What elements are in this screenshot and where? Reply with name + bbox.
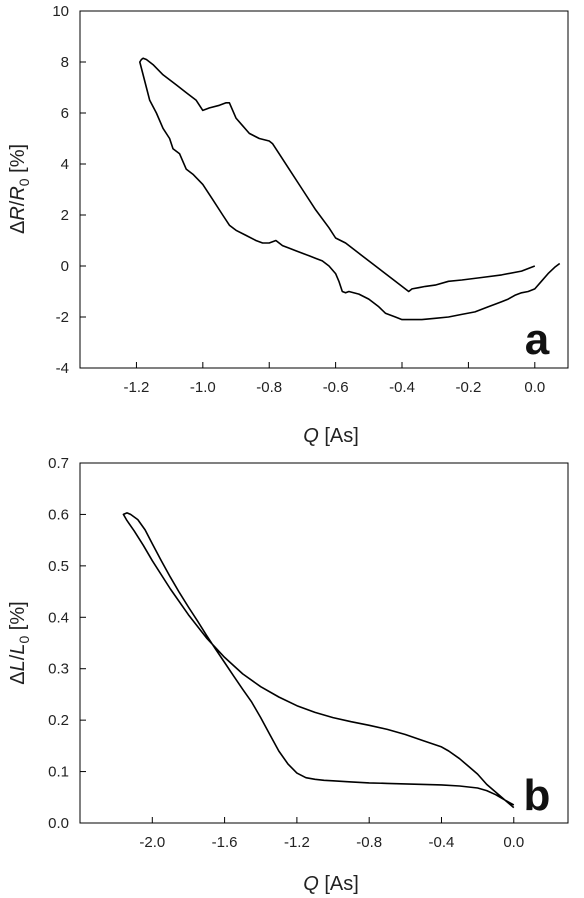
y-tick-label: 4 bbox=[61, 156, 69, 173]
x-tick-label: -0.8 bbox=[256, 379, 282, 396]
y-tick-label: 6 bbox=[61, 105, 69, 122]
chart-panel-b: -2.0 -1.6 -1.2 -0.8 -0.4 0.0 0.00.10.20.30.40… bbox=[7, 455, 569, 895]
y-axis-ticks: -4 -2 0 2 4 6 8 10 bbox=[52, 3, 86, 377]
x-tick-label: -1.2 bbox=[284, 834, 310, 851]
chart-panel-a: -1.2 -1.0 -0.8 -0.6 -0.4 -0.2 0.0 -4-20246810 … bbox=[7, 3, 569, 447]
x-tick-label: -0.4 bbox=[389, 379, 415, 396]
y-tick-label: 0.5 bbox=[48, 558, 69, 575]
y-tick-label: 0.1 bbox=[48, 764, 69, 781]
panel-label: a bbox=[525, 315, 550, 364]
x-tick-label: -2.0 bbox=[139, 834, 165, 851]
y-tick-label: 0.0 bbox=[48, 815, 69, 832]
x-tick-label: 0.0 bbox=[503, 834, 524, 851]
x-tick-label: -1.0 bbox=[190, 379, 216, 396]
plot-frame bbox=[79, 10, 569, 369]
x-tick-label: -0.2 bbox=[455, 379, 481, 396]
y-tick-label: 8 bbox=[61, 54, 69, 71]
data-series bbox=[122, 512, 515, 809]
y-axis-label: ΔR/R0 [%] bbox=[7, 144, 32, 234]
y-tick-label: 0 bbox=[61, 258, 69, 275]
y-tick-label: 10 bbox=[52, 3, 69, 20]
x-tick-label: -1.2 bbox=[124, 379, 150, 396]
data-series bbox=[139, 57, 561, 321]
series-line bbox=[139, 57, 561, 321]
y-tick-label: 2 bbox=[61, 207, 69, 224]
panel-label: b bbox=[524, 771, 551, 820]
y-axis-ticks: 0.0 0.1 0.2 0.3 0.4 0.5 0.6 0.7 bbox=[48, 455, 86, 832]
x-axis-label: Q [As] bbox=[303, 873, 359, 895]
x-tick-label: -0.4 bbox=[429, 834, 455, 851]
plot-frame bbox=[79, 462, 569, 824]
x-tick-label: -0.8 bbox=[356, 834, 382, 851]
y-axis-label: ΔL/L0 [%] bbox=[7, 601, 32, 684]
x-axis-ticks: -2.0 -1.6 -1.2 -0.8 -0.4 0.0 bbox=[139, 817, 524, 851]
x-tick-label: -1.6 bbox=[212, 834, 238, 851]
y-tick-label: -2 bbox=[56, 309, 69, 326]
y-tick-label: -4 bbox=[56, 360, 69, 377]
y-tick-label: 0.2 bbox=[48, 712, 69, 729]
x-tick-label: -0.6 bbox=[323, 379, 349, 396]
x-axis-label: Q [As] bbox=[303, 425, 359, 447]
y-tick-label: 0.3 bbox=[48, 661, 69, 678]
x-tick-label: 0.0 bbox=[524, 379, 545, 396]
series-line bbox=[122, 512, 515, 809]
y-tick-label: 0.4 bbox=[48, 609, 69, 626]
y-tick-label: 0.6 bbox=[48, 506, 69, 523]
x-axis-ticks: -1.2 -1.0 -0.8 -0.6 -0.4 -0.2 0.0 bbox=[124, 362, 545, 396]
y-tick-label: 0.7 bbox=[48, 455, 69, 472]
